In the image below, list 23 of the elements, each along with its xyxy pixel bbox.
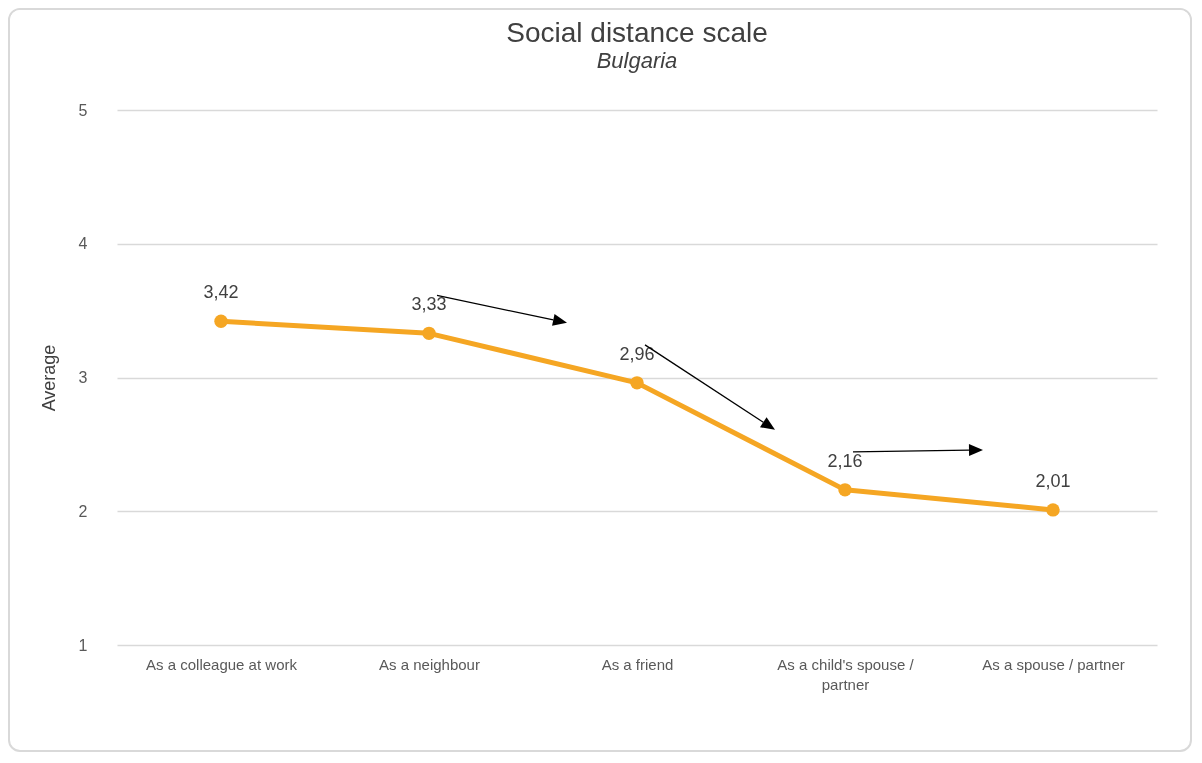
- y-tick-label: 1: [78, 636, 88, 654]
- chart-title: Social distance scale: [506, 17, 768, 48]
- x-tick-label: As a neighbour: [379, 655, 480, 673]
- x-tick-label: As a colleague at work: [146, 655, 298, 673]
- x-tick-label: As a friend: [601, 655, 674, 673]
- data-label: 2,01: [1035, 470, 1071, 491]
- x-tick-label: As a spouse / partner: [982, 655, 1125, 673]
- point: [1046, 503, 1060, 517]
- chart-subtitle: Bulgaria: [596, 48, 678, 73]
- y-tick-label: 4: [78, 235, 88, 253]
- data-label: 3,42: [203, 282, 239, 303]
- data-label: 3,33: [411, 294, 447, 315]
- y-tick-label: 5: [78, 101, 88, 119]
- x-tick-label: As a child's spouse / partner: [777, 655, 915, 693]
- y-tick-label: 3: [78, 369, 88, 386]
- y-tick-label: 2: [78, 502, 88, 520]
- point: [630, 376, 644, 390]
- point: [214, 314, 228, 329]
- point: [422, 326, 436, 341]
- point: [838, 483, 852, 497]
- data-label: 2,96: [619, 343, 655, 364]
- y-axis-title: Average: [38, 344, 59, 412]
- data-label: 2,16: [827, 450, 863, 471]
